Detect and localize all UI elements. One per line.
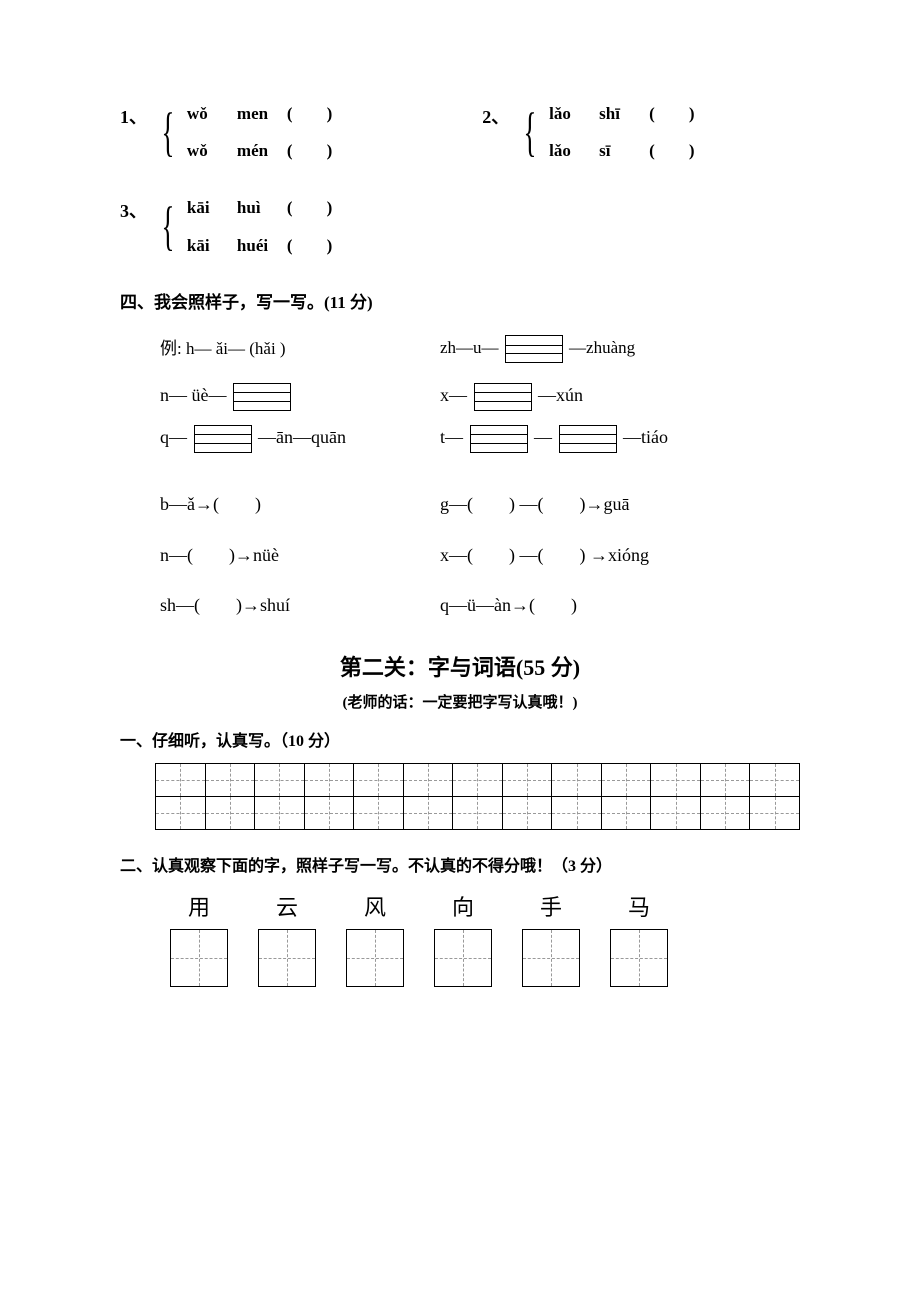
writing-box[interactable] xyxy=(194,425,252,453)
syllable: men xyxy=(237,100,287,127)
practice-box[interactable] xyxy=(258,929,316,987)
example-label: 例: xyxy=(160,339,182,358)
writing-box[interactable] xyxy=(505,335,563,363)
fill-row: q— —ān—quān t— — —tiáo xyxy=(160,423,800,453)
pair-3: 3、 { kāi huì ( ) kāi huéi ( ) xyxy=(120,194,332,258)
blank-paren[interactable]: ( ) xyxy=(287,100,332,127)
arrow-right[interactable]: g—( ) —( )→guā xyxy=(440,490,629,519)
pair-line: kāi huéi ( ) xyxy=(187,232,332,259)
arrow-row: sh—( )→shuí q—ü—àn→( ) xyxy=(160,591,800,620)
pair-line: lǎo sī ( ) xyxy=(549,137,694,164)
char-label: 马 xyxy=(628,890,650,925)
char-cell: 向 xyxy=(434,890,492,987)
syllable: lǎo xyxy=(549,137,599,164)
pair-num: 2、 xyxy=(482,100,509,132)
segment: n— üè— xyxy=(160,385,227,405)
writing-box[interactable] xyxy=(474,383,532,411)
arrow-row: n—( )→nüè x—( ) —( ) →xióng xyxy=(160,541,800,570)
blank-paren[interactable]: ( ) xyxy=(287,194,332,221)
writing-grid xyxy=(155,763,800,830)
section-b-title: 第二关：字与词语(55 分) xyxy=(120,650,800,685)
char-label: 向 xyxy=(452,890,474,925)
char-cell: 用 xyxy=(170,890,228,987)
practice-box[interactable] xyxy=(522,929,580,987)
pair-line: wǒ men ( ) xyxy=(187,100,332,127)
char-label: 手 xyxy=(540,890,562,925)
char-cell: 手 xyxy=(522,890,580,987)
pair-line: lǎo shī ( ) xyxy=(549,100,694,127)
syllable: huéi xyxy=(237,232,287,259)
syllable: mén xyxy=(237,137,287,164)
syllable: wǒ xyxy=(187,137,237,164)
syllable: shī xyxy=(599,100,649,127)
pair-2: 2、 { lǎo shī ( ) lǎo sī ( ) xyxy=(482,100,694,164)
arrow-left[interactable]: sh—( )→shuí xyxy=(160,591,440,620)
pair-num: 1、 xyxy=(120,100,147,132)
fill-row: n— üè— x— —xún xyxy=(160,381,800,411)
syllable: kāi xyxy=(187,194,237,221)
segment: —zhuàng xyxy=(569,338,635,357)
syllable: huì xyxy=(237,194,287,221)
char-label: 云 xyxy=(276,890,298,925)
arrow-right[interactable]: q—ü—àn→( ) xyxy=(440,591,577,620)
practice-box[interactable] xyxy=(434,929,492,987)
section4-heading: 四、我会照样子，写一写。(11 分) xyxy=(120,289,800,316)
example-text: h— ǎi— (hǎi ) xyxy=(186,339,286,358)
pair-num: 3、 xyxy=(120,194,147,226)
arrow-left[interactable]: b—ǎ→( ) xyxy=(160,490,440,519)
arrow-row: b—ǎ→( ) g—( ) —( )→guā xyxy=(160,490,800,519)
brace-icon: { xyxy=(161,202,174,251)
blank-paren[interactable]: ( ) xyxy=(649,100,694,127)
pair-1: 1、 { wǒ men ( ) wǒ mén ( ) xyxy=(120,100,332,164)
segment: x— xyxy=(440,385,467,405)
segment: —tiáo xyxy=(623,427,668,447)
brace-icon: { xyxy=(524,108,537,157)
segment: zh—u— xyxy=(440,338,499,357)
writing-box[interactable] xyxy=(233,383,291,411)
pair-line: kāi huì ( ) xyxy=(187,194,332,221)
pair-line: wǒ mén ( ) xyxy=(187,137,332,164)
section3-pairs: 1、 { wǒ men ( ) wǒ mén ( ) 2、 { lǎ xyxy=(120,100,800,259)
practice-box[interactable] xyxy=(346,929,404,987)
char-row: 用 云 风 向 手 马 xyxy=(170,890,800,987)
grid-table[interactable] xyxy=(155,763,800,830)
teacher-note: (老师的话：一定要把字写认真哦！) xyxy=(120,691,800,715)
brace-icon: { xyxy=(161,108,174,157)
char-label: 用 xyxy=(188,890,210,925)
subsection-1: 一、仔细听，认真写。（10 分） xyxy=(120,729,800,755)
syllable: kāi xyxy=(187,232,237,259)
writing-box[interactable] xyxy=(470,425,528,453)
syllable: sī xyxy=(599,137,649,164)
segment: t— xyxy=(440,427,463,447)
segment: q— xyxy=(160,427,187,447)
arrow-left[interactable]: n—( )→nüè xyxy=(160,541,440,570)
syllable: lǎo xyxy=(549,100,599,127)
practice-box[interactable] xyxy=(170,929,228,987)
char-cell: 风 xyxy=(346,890,404,987)
blank-paren[interactable]: ( ) xyxy=(287,137,332,164)
practice-box[interactable] xyxy=(610,929,668,987)
segment: — xyxy=(534,427,552,447)
blank-paren[interactable]: ( ) xyxy=(649,137,694,164)
writing-box[interactable] xyxy=(559,425,617,453)
subsection-2: 二、认真观察下面的字，照样子写一写。不认真的不得分哦！（3 分） xyxy=(120,854,800,880)
segment: —xún xyxy=(538,385,583,405)
char-cell: 云 xyxy=(258,890,316,987)
segment: —ān—quān xyxy=(258,427,346,447)
example-row: 例: h— ǎi— (hǎi ) zh—u— —zhuàng xyxy=(160,334,800,363)
syllable: wǒ xyxy=(187,100,237,127)
arrow-right[interactable]: x—( ) —( ) →xióng xyxy=(440,541,649,570)
char-label: 风 xyxy=(364,890,386,925)
blank-paren[interactable]: ( ) xyxy=(287,232,332,259)
char-cell: 马 xyxy=(610,890,668,987)
